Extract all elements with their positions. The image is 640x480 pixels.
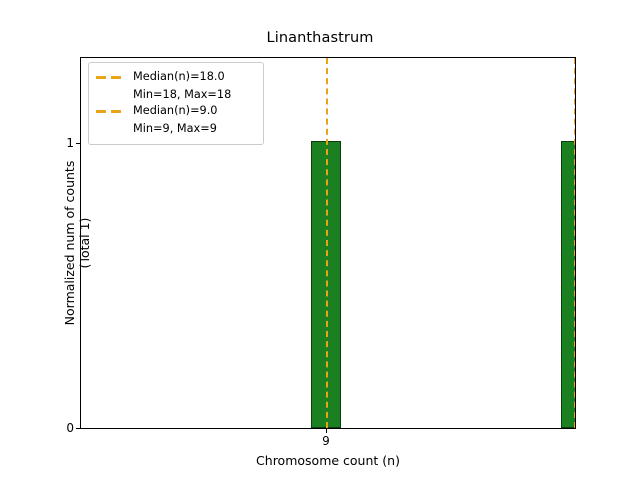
ytick-label-0: 0: [66, 421, 74, 435]
legend-label: Median(n)=9.0: [133, 104, 218, 118]
y-axis-label-line1: Normalized num of counts: [62, 160, 77, 326]
legend-row: Median(n)=9.0: [96, 103, 256, 120]
legend-sublabel: Min=18, Max=18: [133, 88, 232, 101]
legend-sublabel: Min=9, Max=9: [133, 122, 217, 135]
xtick-mark-9: [326, 429, 328, 433]
ytick-mark-1: [76, 143, 80, 145]
legend-label: Median(n)=18.0: [133, 70, 225, 84]
ytick-label-1: 1: [66, 136, 74, 150]
ytick-mark-0: [76, 428, 80, 430]
dashed-line-icon: [96, 72, 124, 83]
dashed-line-icon: [96, 106, 124, 117]
legend-row: Median(n)=18.0: [96, 69, 256, 86]
legend-entry-median-9: Median(n)=9.0 Min=9, Max=9: [96, 103, 256, 137]
x-axis-label: Chromosome count (n): [256, 453, 400, 468]
chart-title: Linanthastrum: [266, 30, 374, 46]
median-line-9: [326, 58, 328, 428]
legend-entry-median-18: Median(n)=18.0 Min=18, Max=18: [96, 69, 256, 103]
median-line-18: [574, 58, 575, 428]
plot-area: Median(n)=18.0 Min=18, Max=18 Median(n)=…: [80, 57, 576, 429]
chart-legend: Median(n)=18.0 Min=18, Max=18 Median(n)=…: [88, 62, 264, 145]
bar-n-18: [561, 141, 575, 428]
xtick-label-9: 9: [322, 434, 330, 448]
